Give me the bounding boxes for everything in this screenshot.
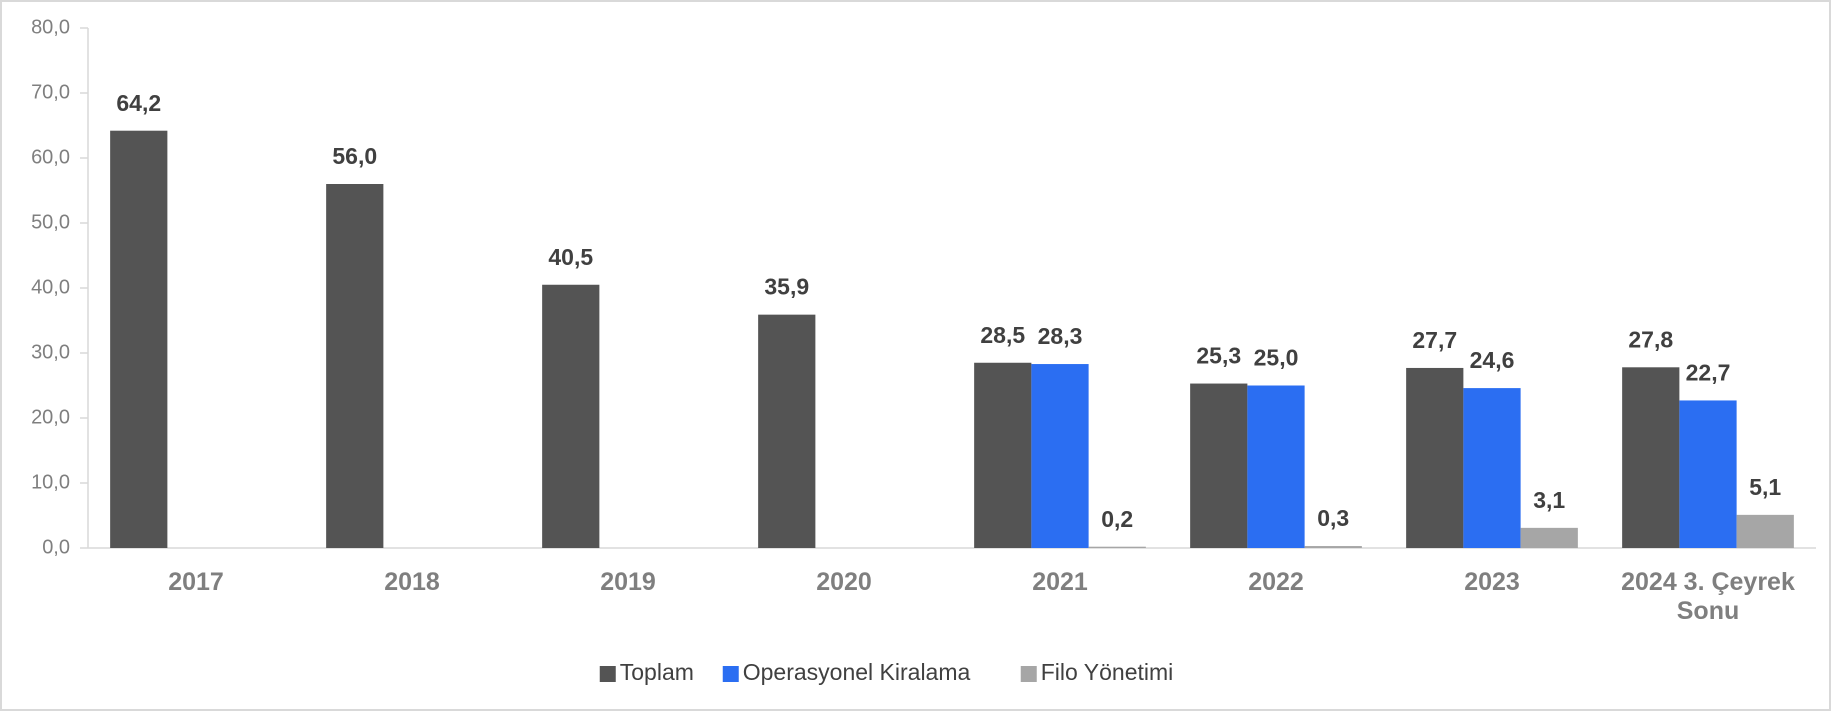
legend-swatch <box>599 666 616 682</box>
legend-label: Filo Yönetimi <box>1041 659 1174 685</box>
x-tick-label: 2024 3. Çeyrek Sonu <box>1621 568 1795 625</box>
legend-swatch <box>722 666 739 682</box>
y-tick-label: 80,0 <box>31 16 70 38</box>
bar <box>1679 400 1737 548</box>
bar <box>1304 546 1362 548</box>
value-label: 64,2 <box>116 90 161 116</box>
value-label: 3,1 <box>1533 487 1565 513</box>
bar <box>110 130 168 548</box>
bar <box>1736 514 1794 548</box>
value-label: 28,3 <box>1038 323 1083 349</box>
bar <box>542 284 600 548</box>
value-label: 0,3 <box>1317 505 1349 531</box>
bar <box>1247 385 1305 548</box>
value-label: 0,2 <box>1101 506 1133 532</box>
value-label: 25,3 <box>1196 343 1241 369</box>
value-label: 35,9 <box>764 274 809 300</box>
y-tick-label: 60,0 <box>31 146 70 168</box>
bar <box>1406 367 1464 548</box>
value-label: 5,1 <box>1749 474 1781 500</box>
bar <box>1190 383 1248 548</box>
value-label: 27,8 <box>1628 326 1673 352</box>
legend-swatch <box>1020 666 1037 682</box>
value-label: 27,7 <box>1412 327 1457 353</box>
value-label: 40,5 <box>548 244 593 270</box>
value-label: 24,6 <box>1470 347 1515 373</box>
y-tick-label: 40,0 <box>31 276 70 298</box>
x-tick-label: 2020 <box>816 568 872 596</box>
bar <box>326 184 384 548</box>
y-tick-label: 20,0 <box>31 406 70 428</box>
bar <box>1031 364 1089 548</box>
x-tick-label: 2022 <box>1248 568 1304 596</box>
y-tick-label: 10,0 <box>31 471 70 493</box>
legend-label: Operasyonel Kiralama <box>743 659 971 685</box>
x-tick-label: 2023 <box>1464 568 1520 596</box>
y-tick-label: 70,0 <box>31 81 70 103</box>
bar <box>1463 388 1521 548</box>
x-tick-label: 2021 <box>1032 568 1088 596</box>
bar <box>1520 527 1578 548</box>
x-tick-label: 2017 <box>168 568 224 596</box>
x-tick-label: 2019 <box>600 568 656 596</box>
y-tick-label: 30,0 <box>31 341 70 363</box>
bar <box>758 314 816 548</box>
value-label: 56,0 <box>332 143 377 169</box>
value-label: 22,7 <box>1686 360 1731 386</box>
value-label: 28,5 <box>980 322 1025 348</box>
x-tick-label: 2018 <box>384 568 440 596</box>
bar <box>974 362 1032 548</box>
legend-label: Toplam <box>620 659 694 685</box>
bar <box>1622 367 1680 548</box>
y-tick-label: 50,0 <box>31 211 70 233</box>
value-label: 25,0 <box>1254 345 1299 371</box>
bar <box>1088 546 1146 548</box>
y-tick-label: 0,0 <box>42 536 70 558</box>
